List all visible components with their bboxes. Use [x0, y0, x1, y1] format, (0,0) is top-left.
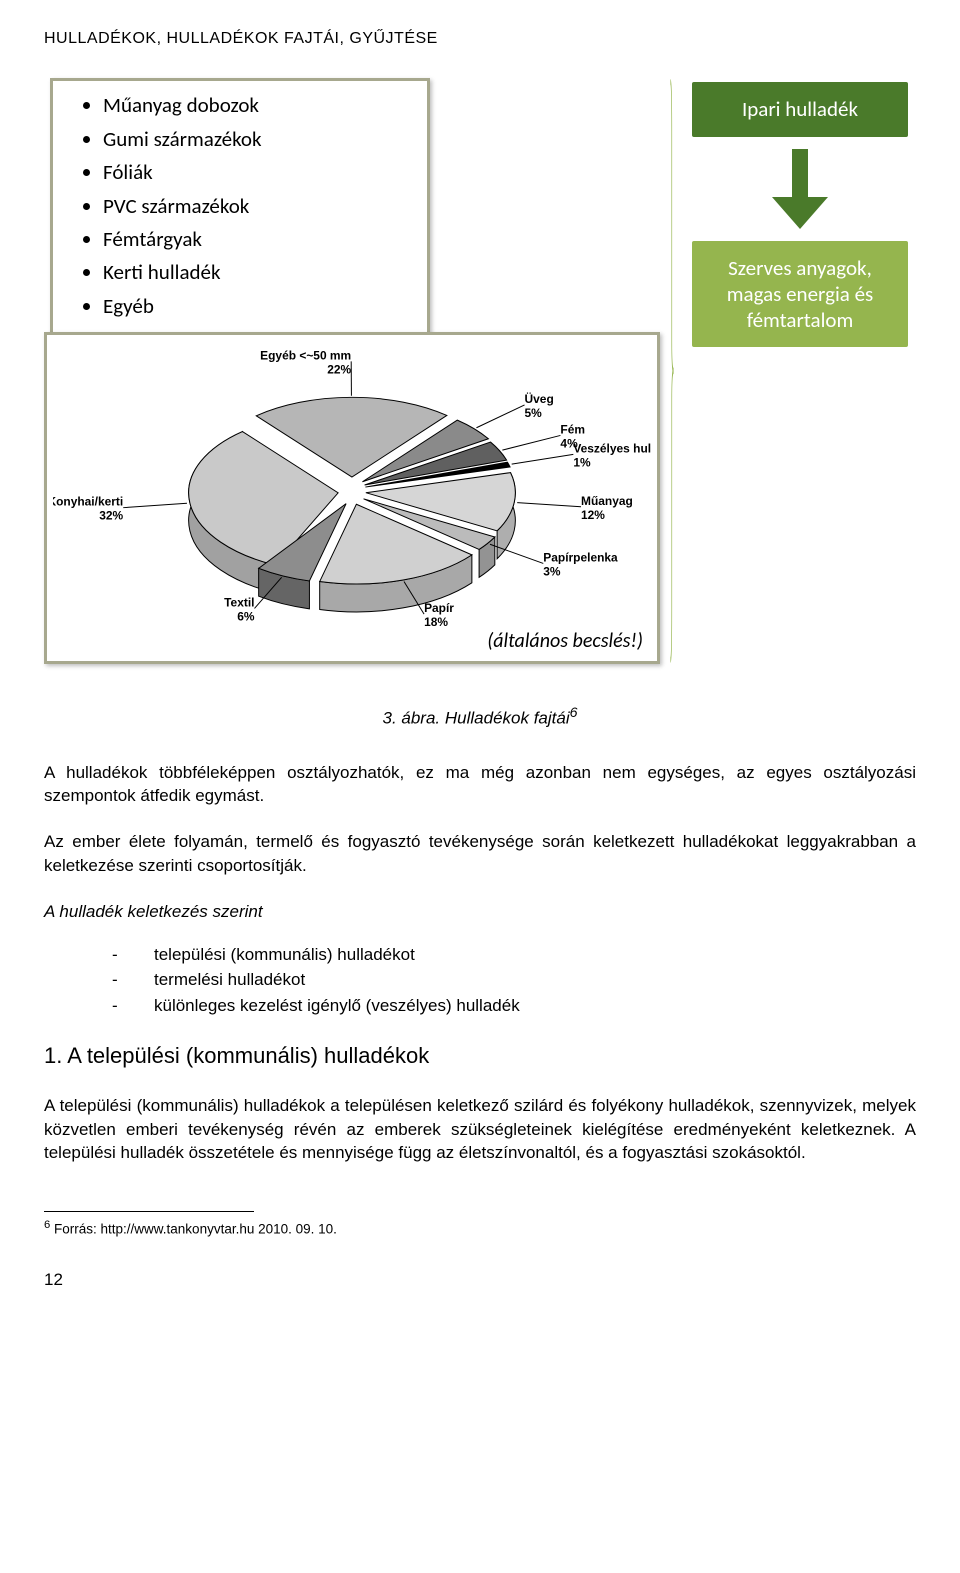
bullet-item: PVC származékok: [103, 190, 405, 223]
pie-slice-label: Egyéb <~50 mm: [260, 349, 351, 363]
bullet-item: Egyéb: [103, 290, 405, 323]
pie-slice-pct: 3%: [543, 565, 561, 579]
pie-chart-svg: Konyhai/kerti32% Egyéb <~50 mm22% Üveg5% Fé…: [53, 341, 651, 641]
pie-slice-label: Textil: [224, 596, 254, 610]
pie-slice-pct: 5%: [525, 406, 543, 420]
pie-slice-label: Fém: [560, 423, 585, 437]
pie-slice-label: Műanyag: [581, 494, 633, 508]
industrial-waste-box: Ipari hulladék: [692, 82, 908, 136]
list-item: - különleges kezelést igénylő (veszélyes)…: [112, 993, 916, 1019]
pie-slice-label: Konyhai/kerti: [53, 495, 123, 509]
list-item: - termelési hulladékot: [112, 967, 916, 993]
pie-slice-label: Papírpelenka: [543, 551, 618, 565]
bullet-item: Fémtárgyak: [103, 223, 405, 256]
footnote-rule: [44, 1211, 254, 1212]
pie-slice-label: Üveg: [525, 391, 554, 406]
arrow-down-icon: [764, 149, 836, 229]
infographic: Műanyag dobozokGumi származékokFóliákPVC…: [44, 78, 916, 664]
dash-marker: -: [112, 994, 126, 1018]
infographic-right-column: Ipari hulladék Szerves anyagok, magas en…: [684, 78, 916, 347]
caption-prefix: 3. ábra.: [383, 709, 445, 728]
paragraph: A hulladékok többféleképpen osztályozhat…: [44, 761, 916, 809]
pie-slice-pct: 22%: [327, 363, 351, 377]
bullet-item: Műanyag dobozok: [103, 89, 405, 122]
pie-slice-label: Veszélyes hulladék: [573, 442, 651, 456]
running-header: HULLADÉKOK, HULLADÉKOK FAJTÁI, GYŰJTÉSE: [44, 28, 916, 50]
pie-slice-pct: 12%: [581, 508, 605, 522]
dash-marker: -: [112, 968, 126, 992]
caption-footnote-ref: 6: [570, 705, 578, 721]
figure-caption: 3. ábra. Hulladékok fajtái6: [44, 704, 916, 730]
organic-materials-box: Szerves anyagok, magas energia és fémtar…: [692, 241, 908, 348]
paragraph: Az ember élete folyamán, termelő és fogy…: [44, 830, 916, 878]
footnote: 6 Forrás: http://www.tankonyvtar.hu 2010…: [44, 1218, 916, 1239]
pie-note: (általános becslés!): [487, 627, 643, 655]
footnote-text: Forrás: http://www.tankonyvtar.hu 2010. …: [50, 1222, 337, 1237]
bullet-item: Fóliák: [103, 156, 405, 189]
list-item-text: termelési hulladékot: [154, 968, 305, 992]
pie-chart-frame: Konyhai/kerti32% Egyéb <~50 mm22% Üveg5% Fé…: [44, 332, 660, 664]
caption-text: Hulladékok fajtái: [445, 709, 570, 728]
box-label: Szerves anyagok, magas energia és fémtar…: [727, 255, 874, 334]
list-item-text: települési (kommunális) hulladékot: [154, 943, 415, 967]
pie-slice-pct: 18%: [424, 615, 448, 629]
pie-slice-label: Papír: [424, 601, 454, 615]
bullet-item: Kerti hulladék: [103, 256, 405, 289]
bullet-item: Gumi származékok: [103, 123, 405, 156]
pie-slice-pct: 1%: [573, 456, 591, 470]
dash-list: - települési (kommunális) hulladékot - term…: [112, 942, 916, 1019]
bullet-list: Műanyag dobozokGumi származékokFóliákPVC…: [75, 89, 405, 323]
list-item-text: különleges kezelést igénylő (veszélyes) …: [154, 994, 520, 1018]
list-item: - települési (kommunális) hulladékot: [112, 942, 916, 968]
section-heading: 1. A települési (kommunális) hulladékok: [44, 1041, 916, 1072]
pie-slice-pct: 6%: [237, 610, 255, 624]
infographic-left-column: Műanyag dobozokGumi származékokFóliákPVC…: [44, 78, 660, 664]
curly-brace-icon: [670, 78, 674, 664]
dash-marker: -: [112, 943, 126, 967]
bullet-list-frame: Műanyag dobozokGumi származékokFóliákPVC…: [50, 78, 430, 336]
box-label: Ipari hulladék: [742, 96, 858, 122]
pie-slice-pct: 32%: [99, 509, 123, 523]
page-number: 12: [44, 1268, 916, 1292]
paragraph: A települési (kommunális) hulladékok a t…: [44, 1094, 916, 1165]
italic-intro: A hulladék keletkezés szerint: [44, 900, 916, 924]
